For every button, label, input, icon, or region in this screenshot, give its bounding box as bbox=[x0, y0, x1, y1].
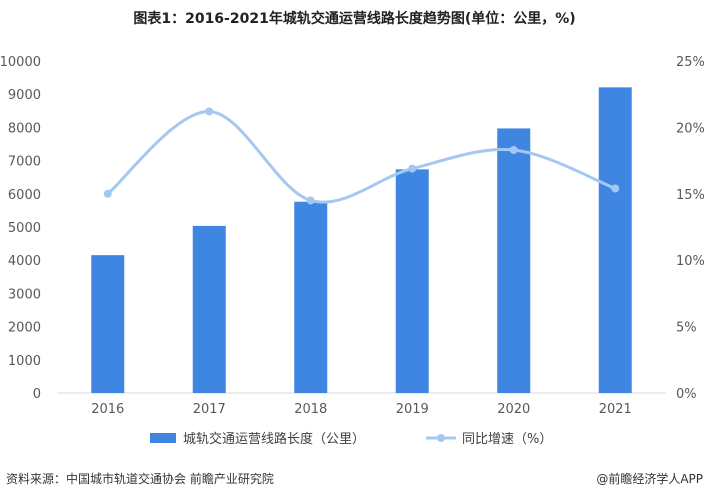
x-tick-label: 2020 bbox=[497, 402, 530, 417]
y-left-tick-label: 4000 bbox=[8, 254, 41, 269]
y-left-tick-label: 2000 bbox=[8, 321, 41, 336]
growth-point bbox=[509, 145, 518, 154]
bar bbox=[91, 255, 125, 393]
x-tick-label: 2018 bbox=[294, 402, 327, 417]
y-left-tick-label: 7000 bbox=[8, 155, 41, 170]
axes: 0 1000 2000 3000 4000 5000 6000 7000 8000 9000 100… bbox=[0, 55, 705, 417]
growth-point bbox=[611, 184, 620, 193]
y-left-tick-label: 10000 bbox=[0, 55, 41, 70]
y-left-tick-label: 1000 bbox=[8, 354, 41, 369]
growth-line bbox=[106, 109, 617, 204]
legend-bar-swatch bbox=[150, 433, 176, 443]
legend: 城轨交通运营线路长度（公里） 同比增速（%） bbox=[150, 431, 552, 447]
bar bbox=[598, 87, 632, 393]
y-left-tick-label: 8000 bbox=[8, 121, 41, 136]
x-tick-label: 2019 bbox=[396, 402, 429, 417]
growth-point bbox=[306, 196, 315, 205]
y-left-tick-label: 6000 bbox=[8, 188, 41, 203]
growth-point bbox=[408, 164, 417, 173]
legend-line-label: 同比增速（%） bbox=[462, 432, 552, 447]
x-tick-label: 2017 bbox=[193, 402, 226, 417]
y-left-tick-label: 5000 bbox=[8, 221, 41, 236]
source-note: 资料来源：中国城市轨道交通协会 前瞻产业研究院 bbox=[6, 472, 274, 486]
y-right-tick-label: 10% bbox=[676, 254, 705, 269]
bar bbox=[395, 169, 429, 393]
x-tick-label: 2016 bbox=[91, 402, 124, 417]
bar bbox=[294, 201, 328, 393]
x-tick-label: 2021 bbox=[599, 402, 632, 417]
y-right-tick-label: 0% bbox=[676, 387, 697, 402]
line-series bbox=[103, 107, 620, 205]
chart-title: 图表1：2016-2021年城轨交通运营线路长度趋势图(单位：公里，%) bbox=[133, 11, 576, 27]
bar-series bbox=[91, 87, 632, 393]
legend-bar-label: 城轨交通运营线路长度（公里） bbox=[183, 431, 365, 447]
y-left-tick-label: 3000 bbox=[8, 287, 41, 302]
growth-point bbox=[103, 189, 112, 198]
bar bbox=[497, 128, 531, 393]
legend-line-marker bbox=[437, 434, 445, 442]
y-right-tick-label: 15% bbox=[676, 188, 705, 203]
growth-point bbox=[205, 107, 214, 116]
y-right-tick-label: 20% bbox=[676, 121, 705, 136]
y-right-tick-label: 25% bbox=[676, 55, 705, 70]
credit-note: @前瞻经济学人APP bbox=[596, 472, 703, 486]
bar bbox=[192, 225, 226, 393]
y-left-tick-label: 0 bbox=[33, 387, 41, 402]
y-right-tick-label: 5% bbox=[676, 321, 697, 336]
y-left-tick-label: 9000 bbox=[8, 88, 41, 103]
